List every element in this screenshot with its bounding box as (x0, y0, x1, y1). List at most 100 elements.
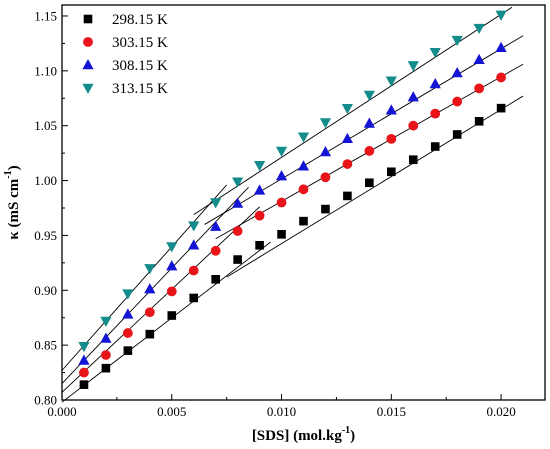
fit-line (61, 184, 227, 371)
fit-lines (61, 6, 524, 403)
data-point (275, 170, 288, 181)
plot-frame (61, 4, 546, 401)
data-point (189, 293, 199, 303)
legend-marker (83, 14, 93, 24)
x-tick-label: 0.015 (377, 404, 406, 419)
data-point (144, 307, 155, 318)
data-point (144, 283, 156, 294)
fit-line (61, 206, 260, 393)
data-point (341, 132, 354, 144)
data-point (342, 159, 353, 169)
y-tick-label: 0.80 (34, 393, 57, 408)
fit-line (61, 241, 271, 403)
data-point (474, 83, 485, 94)
data-point (232, 177, 244, 188)
x-tick-label: 0.000 (47, 404, 76, 419)
y-tick-label: 1.15 (34, 8, 57, 23)
data-point (495, 10, 507, 21)
fit-line (61, 186, 249, 384)
data-point (253, 184, 266, 195)
y-tick-label: 0.85 (34, 338, 57, 353)
data-point (232, 226, 243, 236)
data-point (408, 120, 419, 131)
data-point (78, 342, 90, 353)
fit-line (226, 95, 524, 278)
data-point (297, 132, 310, 143)
data-point (275, 146, 288, 157)
y-axis-title: κ (mS cm-1) (3, 165, 22, 239)
data-point (363, 90, 375, 101)
data-point (430, 108, 441, 119)
data-point (408, 155, 418, 165)
data-point (123, 346, 133, 355)
data-point (166, 286, 177, 297)
x-tick-label: 0.010 (267, 404, 296, 419)
legend-label: 298.15 K (112, 12, 168, 28)
x-tick-label: 0.005 (157, 404, 186, 419)
data-point (321, 204, 330, 214)
data-point (407, 61, 419, 72)
data-point (363, 117, 375, 128)
legend-label: 303.15 K (112, 35, 168, 51)
legend-label: 313.15 K (112, 81, 168, 97)
data-point (473, 53, 485, 65)
data-point (253, 160, 266, 172)
data-point (78, 354, 90, 365)
y-tick-label: 1.05 (34, 118, 57, 133)
data-point (495, 41, 507, 52)
data-point (188, 265, 199, 276)
data-point (319, 118, 332, 129)
data-point (122, 289, 134, 300)
data-point (429, 78, 441, 89)
y-tick-label: 0.90 (34, 283, 57, 298)
data-point (297, 160, 310, 171)
y-axis: 0.80 0.85 0.90 0.95 1.00 1.05 1.10 1.15 (34, 8, 68, 408)
data-point (496, 72, 506, 83)
data-point (79, 367, 89, 378)
data-point (100, 316, 112, 327)
data-point (386, 133, 397, 144)
y-tick-label: 0.95 (34, 228, 57, 243)
data-point (473, 23, 485, 35)
legend-marker (83, 37, 93, 47)
data-point (188, 239, 200, 250)
data-point (276, 197, 287, 208)
data-point (167, 311, 177, 320)
data-markers (78, 10, 507, 389)
data-point (298, 184, 309, 195)
data-point (166, 260, 178, 271)
data-point (79, 380, 89, 389)
data-point (101, 363, 111, 373)
data-point (385, 76, 397, 87)
data-point (343, 191, 352, 201)
legend-label: 308.15 K (112, 58, 168, 74)
data-point (232, 197, 244, 208)
x-axis-title: [SDS] (mol.kg-1) (252, 425, 355, 444)
data-point (387, 167, 396, 177)
data-point (100, 332, 112, 343)
data-point (364, 146, 375, 156)
data-point (429, 47, 441, 59)
data-point (474, 117, 484, 126)
legend-marker (82, 59, 94, 70)
data-point (277, 230, 286, 239)
data-point (341, 103, 354, 115)
data-point (210, 245, 221, 256)
data-point (144, 264, 156, 275)
data-point (385, 104, 397, 115)
data-point (299, 216, 308, 226)
data-point (145, 329, 155, 339)
data-point (407, 91, 419, 102)
legend-marker (82, 83, 94, 94)
data-point (166, 242, 178, 253)
data-point (319, 146, 332, 157)
data-point (320, 172, 331, 183)
x-tick-label: 0.020 (486, 404, 515, 419)
data-point (496, 103, 506, 113)
x-axis: 0.000 0.005 0.010 0.015 0.020 (47, 394, 516, 419)
data-point (233, 255, 242, 264)
data-point (365, 178, 374, 188)
data-point (254, 210, 265, 221)
data-point (451, 67, 463, 78)
